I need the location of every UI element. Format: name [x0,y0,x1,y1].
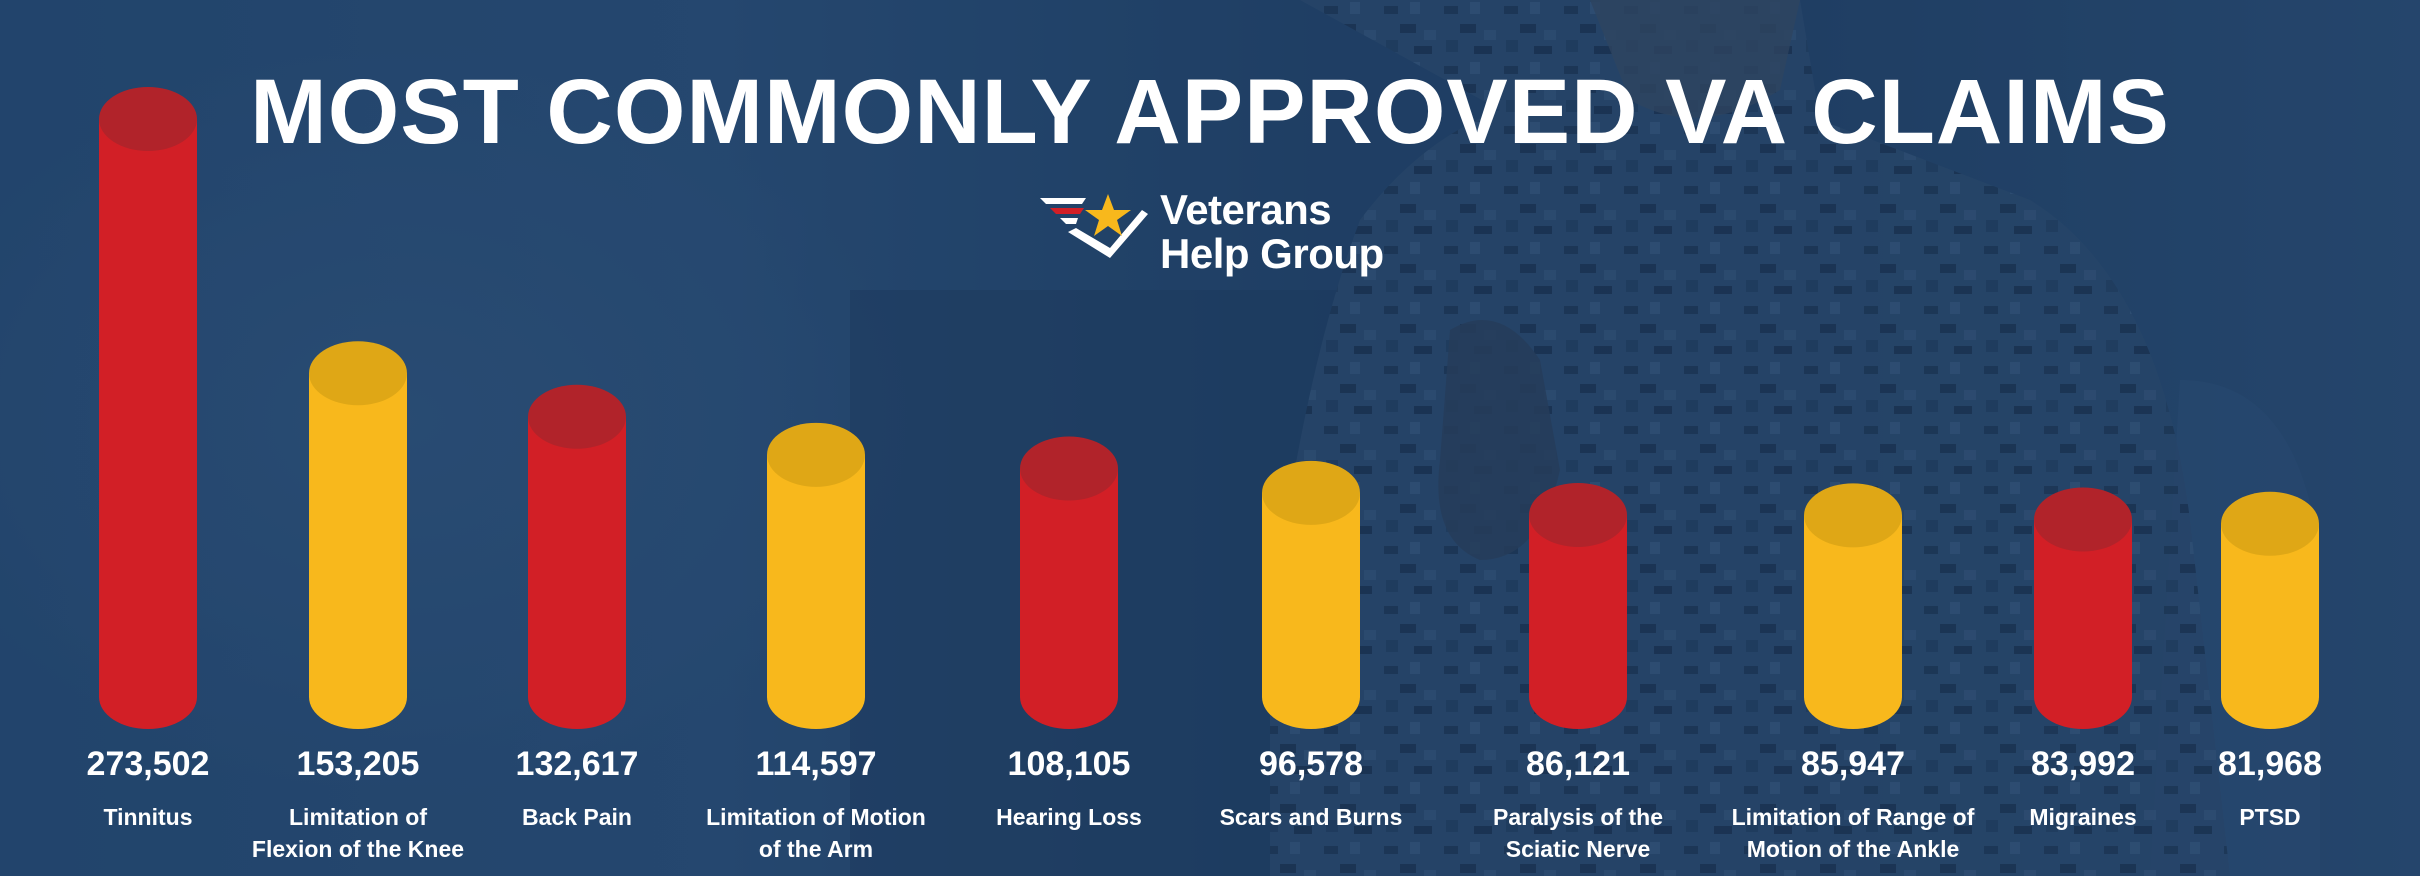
bar-top [767,422,865,487]
logo-text-line2: Help Group [1160,230,1384,277]
logo: Veterans Help Group [1038,186,1388,276]
bar-body [1529,514,1627,729]
value-label: 273,502 [87,745,210,783]
bar-3 [528,384,626,729]
bar-7 [1529,482,1627,729]
category-label: Limitation of [289,804,427,830]
value-label: 83,992 [2031,745,2135,783]
logo-text-line1: Veterans [1160,186,1332,233]
bar-6 [1262,460,1360,729]
bar-top [309,341,407,406]
bar-body [2034,519,2132,729]
category-label: Limitation of Range of [1732,804,1975,830]
value-label: 132,617 [516,745,639,783]
value-label: 108,105 [1008,745,1131,783]
bar-body [2221,523,2319,729]
bar-body [99,119,197,729]
value-label: 85,947 [1801,745,1905,783]
category-label: Back Pain [522,804,632,830]
bar-9 [2034,487,2132,729]
bar-1 [99,87,197,729]
bar-top [99,87,197,151]
logo-text: Veterans Help Group [1160,188,1384,276]
value-label: 81,968 [2218,745,2322,783]
category-label: Hearing Loss [996,804,1142,830]
value-label: 114,597 [755,745,876,783]
category-label: Limitation of Motion [706,804,926,830]
category-label: PTSD [2239,804,2300,830]
bar-top [1262,460,1360,525]
bar-top [528,384,626,449]
bar-top [1020,436,1118,501]
bar-top [1529,482,1627,547]
category-label: Motion of the Ankle [1747,836,1960,862]
bar-5 [1020,436,1118,729]
page-title: MOST COMMONLY APPROVED VA CLAIMS [250,61,2170,163]
veterans-help-group-logo-icon [1040,194,1148,258]
bar-body [528,416,626,729]
category-label: of the Arm [759,836,873,862]
bar-8 [1804,483,1902,729]
bar-4 [767,422,865,729]
category-label: Migraines [2029,804,2136,830]
bar-top [2034,487,2132,552]
category-label: Sciatic Nerve [1506,836,1650,862]
bar-body [1020,468,1118,729]
category-label: Scars and Burns [1220,804,1403,830]
category-label: Flexion of the Knee [252,836,464,862]
category-label: Tinnitus [103,804,192,830]
bar-top [2221,491,2319,556]
bar-body [309,373,407,729]
category-label: Paralysis of the [1493,804,1663,830]
value-label: 153,205 [297,745,420,783]
bar-10 [2221,491,2319,729]
bar-body [1804,515,1902,729]
bar-body [767,454,865,729]
value-label: 96,578 [1259,745,1363,783]
bar-top [1804,483,1902,548]
value-label: 86,121 [1526,745,1630,783]
bar-2 [309,341,407,729]
bar-body [1262,492,1360,729]
